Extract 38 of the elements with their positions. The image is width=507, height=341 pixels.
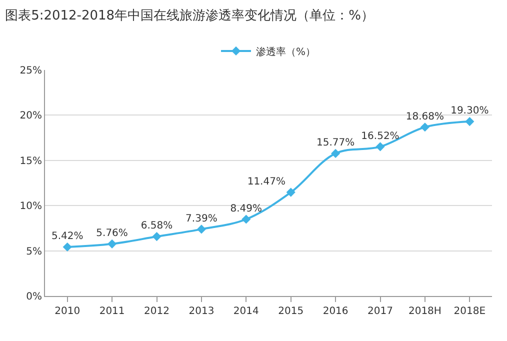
point (108, 239, 117, 248)
point (242, 214, 251, 224)
x-tick-label: 2012 (144, 306, 170, 317)
data-label: 18.68% (406, 111, 444, 122)
x-tick-label: 2018E (454, 306, 486, 317)
data-label: 15.77% (316, 138, 355, 149)
x-tick-label: 2015 (278, 306, 304, 317)
x-tick-label: 2013 (188, 306, 214, 317)
data-label: 5.76% (96, 228, 128, 240)
y-tick-label: 0% (26, 292, 42, 302)
point (420, 122, 430, 132)
y-tick-label: 5% (26, 246, 42, 258)
point (152, 232, 162, 242)
y-tick-label: 10% (20, 201, 42, 212)
data-label: 7.39% (186, 213, 218, 224)
x-tick-label: 2016 (322, 306, 348, 317)
x-tick-label: 2011 (99, 306, 125, 317)
point (465, 116, 474, 126)
legend-label: 渗透率（%） (256, 46, 316, 58)
point (376, 142, 385, 152)
data-label: 16.52% (361, 130, 400, 142)
data-label: 11.47% (247, 176, 286, 188)
x-tick-label: 2010 (54, 306, 80, 317)
x-tick-label: 2018H (408, 306, 442, 317)
data-label: 8.49% (230, 203, 262, 214)
point (62, 242, 72, 252)
point (196, 224, 206, 234)
data-label: 19.30% (450, 106, 489, 117)
chart-title: 图表5:2012-2018年中国在线旅游渗透率变化情况（单位：%） (5, 7, 374, 24)
y-tick-label: 25% (20, 66, 42, 76)
point (331, 148, 340, 158)
x-tick-label: 2017 (368, 306, 393, 317)
data-label: 5.42% (51, 231, 84, 242)
point (286, 188, 296, 197)
y-tick-label: 20% (20, 110, 42, 122)
x-tick-label: 2014 (233, 306, 259, 317)
y-tick-label: 15% (20, 156, 42, 167)
data-label: 6.58% (140, 220, 173, 232)
